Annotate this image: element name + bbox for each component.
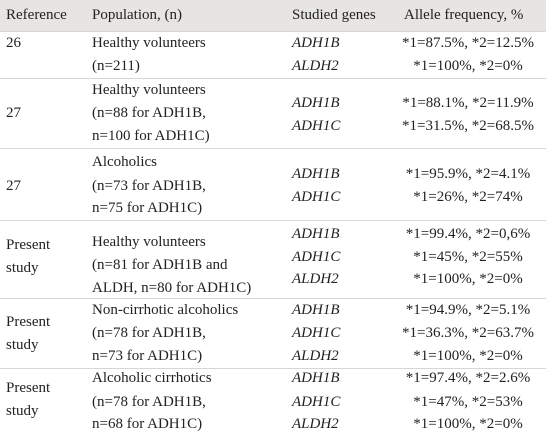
header-cell: Studied genes xyxy=(292,7,376,23)
gene: ADH1B xyxy=(292,166,340,182)
gene: ADH1B xyxy=(292,95,340,111)
allele-frequency: *1=87.5%, *2=12.5% xyxy=(402,35,534,51)
allele-frequency: *1=31.5%, *2=68.5% xyxy=(402,118,534,134)
gene: ADH1C xyxy=(292,394,341,410)
population: ALDH, n=80 for ADH1C) xyxy=(92,280,252,296)
reference: 26 xyxy=(6,35,21,51)
row-separator xyxy=(0,368,546,369)
population: (n=88 for ADH1B, xyxy=(92,105,206,121)
reference: study xyxy=(6,403,39,419)
header-cell: Reference xyxy=(6,7,67,23)
gene: ALDH2 xyxy=(292,58,339,74)
gene: ADH1B xyxy=(292,302,340,318)
population: Non-cirrhotic alcoholics xyxy=(92,302,239,318)
gene: ALDH2 xyxy=(292,348,339,364)
reference: study xyxy=(6,337,39,353)
allele-frequency: *1=100%, *2=0% xyxy=(413,348,523,364)
row-separator xyxy=(0,220,546,221)
reference: study xyxy=(6,260,39,276)
allele-frequency: *1=88.1%, *2=11.9% xyxy=(402,95,534,111)
population: Healthy volunteers xyxy=(92,234,206,250)
allele-frequency: *1=95.9%, *2=4.1% xyxy=(405,166,531,182)
reference: 27 xyxy=(6,105,21,121)
allele-frequency: *1=100%, *2=0% xyxy=(413,58,523,74)
population: n=100 for ADH1C) xyxy=(92,128,210,144)
allele-frequency: *1=47%, *2=53% xyxy=(413,394,523,410)
population: Healthy volunteers xyxy=(92,35,206,51)
header-cell: Allele frequency, % xyxy=(404,7,524,23)
population: n=68 for ADH1C) xyxy=(92,416,203,432)
gene: ADH1C xyxy=(292,118,341,134)
allele-frequency: *1=26%, *2=74% xyxy=(413,189,523,205)
population: n=75 for ADH1C) xyxy=(92,200,203,216)
gene: ALDH2 xyxy=(292,271,339,287)
gene: ALDH2 xyxy=(292,416,339,432)
reference: Present xyxy=(6,380,51,396)
reference: Present xyxy=(6,237,51,253)
allele-frequency: *1=97.4%, *2=2.6% xyxy=(405,370,531,386)
allele-frequency: *1=99.4%, *2=0,6% xyxy=(405,226,531,242)
reference: Present xyxy=(6,314,51,330)
population: (n=78 for ADH1B, xyxy=(92,394,206,410)
header-cell: Population, (n) xyxy=(92,7,182,23)
allele-frequency: *1=100%, *2=0% xyxy=(413,416,523,432)
allele-frequency: *1=45%, *2=55% xyxy=(413,249,523,265)
population: Healthy volunteers xyxy=(92,82,206,98)
gene: ADH1B xyxy=(292,370,340,386)
gene: ADH1B xyxy=(292,35,340,51)
gene: ADH1C xyxy=(292,325,341,341)
allele-frequency: *1=94.9%, *2=5.1% xyxy=(405,302,531,318)
gene: ADH1B xyxy=(292,226,340,242)
allele-frequency: *1=36.3%, *2=63.7% xyxy=(402,325,534,341)
gene: ADH1C xyxy=(292,189,341,205)
reference: 27 xyxy=(6,178,21,194)
population: Alcoholics xyxy=(92,154,157,170)
row-separator xyxy=(0,31,546,32)
population: (n=73 for ADH1B, xyxy=(92,178,206,194)
row-separator xyxy=(0,298,546,299)
row-separator xyxy=(0,148,546,149)
population: Alcoholic cirrhotics xyxy=(92,370,212,386)
population: (n=78 for ADH1B, xyxy=(92,325,206,341)
row-separator xyxy=(0,78,546,79)
allele-frequency: *1=100%, *2=0% xyxy=(413,271,523,287)
header-row xyxy=(0,0,546,31)
population: n=73 for ADH1C) xyxy=(92,348,203,364)
population: (n=211) xyxy=(92,58,140,74)
population: (n=81 for ADH1B and xyxy=(92,257,228,273)
gene: ADH1C xyxy=(292,249,341,265)
